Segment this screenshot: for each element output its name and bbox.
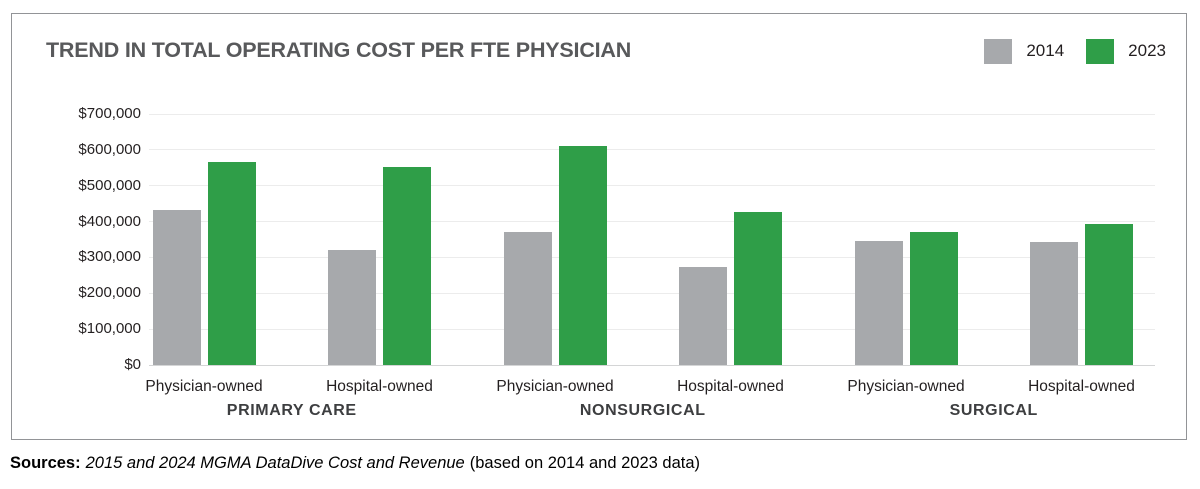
y-tick-label: $600,000 [78, 140, 141, 158]
chart-panel: TREND IN TOTAL OPERATING COST PER FTE PH… [11, 13, 1187, 440]
bar-2014-1-hospital-owned [328, 250, 376, 365]
group-label: SURGICAL [949, 402, 1038, 419]
category-label: Hospital-owned [677, 378, 784, 395]
bar-2023-3-hospital-owned [734, 211, 782, 365]
group-label: PRIMARY CARE [226, 402, 357, 419]
bar-2014-2-physician-owned [503, 232, 552, 365]
y-tick-label: $100,000 [78, 320, 141, 338]
gridline-200000 [149, 292, 1155, 294]
chart-title: TREND IN TOTAL OPERATING COST PER FTE PH… [46, 38, 632, 62]
gridline-0 [149, 364, 1155, 366]
bar-2023-0-physician-owned [207, 162, 256, 365]
gridline-300000 [149, 256, 1155, 258]
legend-label-2023: 2023 [1128, 41, 1166, 60]
gridline-500000 [149, 185, 1155, 187]
bar-2023-2-physician-owned [558, 146, 607, 365]
legend-swatch-2023 [1086, 38, 1115, 64]
group-label: NONSURGICAL [579, 402, 706, 419]
category-label: Hospital-owned [326, 378, 433, 395]
gridline-400000 [149, 221, 1155, 223]
source-prefix: Sources: [10, 454, 81, 472]
y-tick-label: $400,000 [78, 212, 141, 230]
bar-2014-0-physician-owned [152, 210, 201, 365]
gridline-600000 [149, 149, 1155, 151]
y-tick-label: $0 [124, 356, 141, 373]
gridline-100000 [149, 328, 1155, 330]
source-citation: 2015 and 2024 MGMA DataDive Cost and Rev… [85, 454, 465, 472]
bar-2023-4-physician-owned [909, 231, 958, 365]
y-tick-label: $200,000 [78, 284, 141, 302]
category-label: Physician-owned [496, 378, 614, 395]
legend: 2014 2023 [984, 38, 1166, 64]
legend-label-2014: 2014 [1026, 41, 1065, 60]
bar-2014-4-physician-owned [854, 240, 903, 365]
bar-2014-5-hospital-owned [1030, 242, 1078, 365]
bar-2014-3-hospital-owned [679, 267, 727, 365]
y-tick-label: $500,000 [78, 176, 141, 194]
source-note: Sources: 2015 and 2024 MGMA DataDive Cost… [10, 454, 700, 473]
category-label: Physician-owned [847, 378, 965, 395]
source-suffix: (based on 2014 and 2023 data) [469, 454, 701, 472]
bar-2023-5-hospital-owned [1085, 223, 1133, 365]
legend-swatch-2014 [984, 38, 1013, 64]
category-label: Physician-owned [145, 378, 263, 395]
y-tick-label: $700,000 [78, 105, 141, 122]
category-label: Hospital-owned [1028, 378, 1135, 395]
y-tick-label: $300,000 [78, 248, 141, 266]
gridline-700000 [149, 113, 1155, 115]
bar-2023-1-hospital-owned [383, 167, 431, 365]
